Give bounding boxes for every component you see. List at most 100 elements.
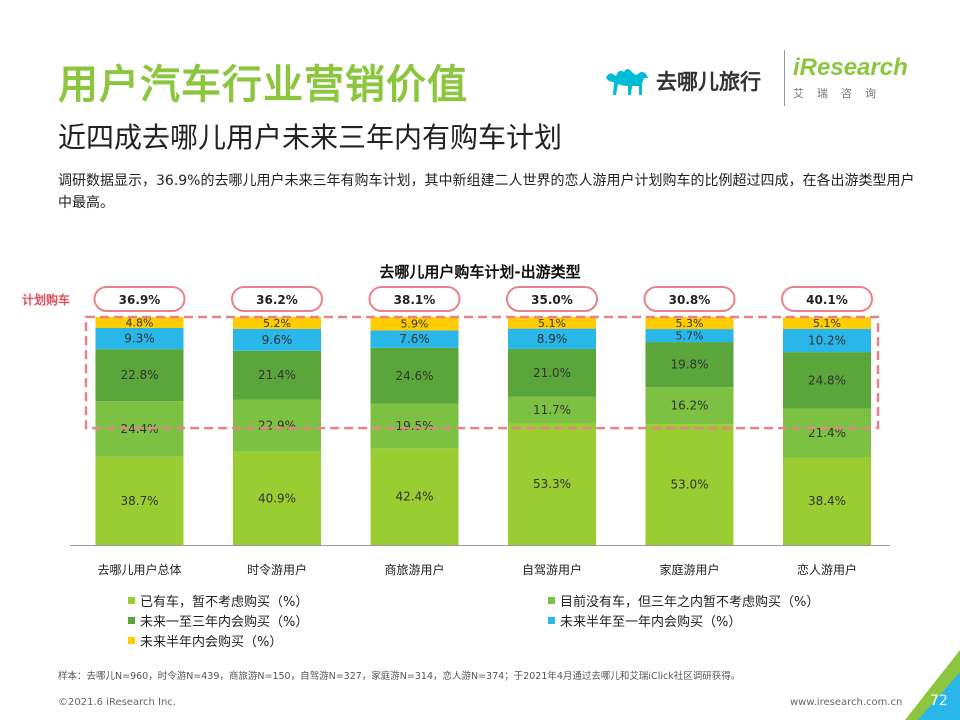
qunar-logo: 去哪儿旅行: [604, 56, 761, 106]
bar-segment: [783, 328, 871, 353]
data-label: 40.9%: [258, 491, 296, 505]
legend-label: 未来一至三年内会购买（%）: [140, 614, 309, 630]
legend-item: 未来半年至一年内会购买（%）: [548, 611, 858, 630]
legend-label: 已有车，暂不考虑购买（%）: [140, 594, 309, 610]
plan-value-label: 36.9%: [119, 293, 161, 307]
copyright-text: ©2021.6 iResearch Inc.: [58, 697, 176, 708]
bar-segment: [645, 387, 734, 425]
plan-value-label: 35.0%: [531, 293, 573, 307]
iresearch-logo-cn: 艾瑞咨询: [793, 87, 889, 100]
bar-segment: [95, 317, 184, 328]
bar-segment: [645, 424, 734, 545]
highlight-dashed-box: [84, 315, 880, 430]
legend-swatch: [128, 596, 135, 604]
category-label: 家庭游用户: [659, 562, 719, 577]
bar-segment: [783, 408, 871, 458]
bar-segment: [508, 423, 596, 545]
qunar-logo-text: 去哪儿旅行: [656, 70, 761, 94]
data-label: 22.8%: [120, 368, 158, 382]
bar-segment: [508, 348, 596, 397]
legend-label: 未来半年内会购买（%）: [140, 634, 283, 650]
data-label: 5.1%: [538, 317, 566, 330]
legend-swatch: [128, 616, 135, 624]
bar-segment: [233, 317, 321, 329]
data-label: 5.9%: [401, 318, 429, 331]
data-label: 19.8%: [670, 358, 708, 372]
data-label: 53.3%: [533, 477, 571, 491]
legend-label: 未来半年至一年内会购买（%）: [560, 614, 742, 630]
bar-segment: [645, 317, 734, 330]
plan-row-label: 计划购车: [22, 292, 70, 307]
website-text: www.iresearch.com.cn: [790, 697, 903, 708]
plan-value-label: 40.1%: [806, 293, 848, 307]
bar-segment: [95, 327, 184, 350]
plan-value-pill: [506, 286, 598, 312]
data-label: 5.2%: [263, 317, 291, 330]
plan-value-label: 30.8%: [669, 293, 711, 307]
data-label: 24.6%: [395, 369, 433, 383]
camel-icon: [606, 69, 648, 95]
data-label: 53.0%: [670, 478, 708, 492]
data-label: 5.7%: [676, 330, 704, 343]
data-label: 10.2%: [808, 333, 846, 347]
page-subtitle: 近四成去哪儿用户未来三年内有购车计划: [58, 121, 563, 154]
category-label: 去哪儿用户总体: [97, 562, 181, 577]
data-label: 21.4%: [258, 368, 296, 382]
data-label: 9.6%: [262, 333, 293, 347]
plan-value-pill: [93, 286, 186, 312]
data-label: 19.5%: [395, 419, 433, 433]
legend-swatch: [128, 636, 135, 644]
data-label: 8.9%: [537, 332, 568, 346]
bar-segment: [508, 396, 596, 424]
bar-segment: [783, 317, 871, 329]
data-label: 21.4%: [808, 426, 846, 440]
data-label: 42.4%: [395, 490, 433, 504]
bar-segment: [370, 347, 459, 404]
bar-segment: [508, 328, 596, 349]
data-label: 5.1%: [813, 317, 841, 330]
bar-segment: [783, 352, 871, 409]
legend-label: 目前没有车，但三年之内暂不考虑购买（%）: [560, 594, 820, 610]
bar-segment: [508, 317, 596, 329]
page-title: 用户汽车行业营销价值: [58, 62, 468, 108]
plan-value-label: 36.2%: [256, 293, 298, 307]
plan-value-pill: [368, 286, 461, 312]
bar-segment: [783, 457, 871, 545]
iresearch-logo-text: iResearch: [793, 54, 908, 81]
bar-segment: [645, 329, 734, 343]
iresearch-logo: iResearch 艾瑞咨询: [793, 54, 913, 110]
legend-item: 未来半年内会购买（%）: [128, 631, 548, 650]
chart-title: 去哪儿用户购车计划-出游类型: [379, 263, 580, 281]
legend-item: 已有车，暂不考虑购买（%）: [128, 591, 548, 610]
data-label: 16.2%: [670, 399, 708, 413]
bar-segment: [233, 399, 321, 452]
bar-segment: [233, 350, 321, 400]
description-text: 调研数据显示，36.9%的去哪儿用户未来三年有购车计划，其中新组建二人世界的恋人…: [58, 173, 915, 211]
bar-segment: [233, 328, 321, 351]
bar-segment: [645, 342, 734, 388]
bar-segment: [370, 317, 459, 331]
page-number: 72: [930, 693, 948, 709]
data-label: 5.3%: [676, 317, 704, 330]
legend-item: 目前没有车，但三年之内暂不考虑购买（%）: [548, 591, 858, 610]
legend-swatch: [548, 596, 555, 604]
bar-segment: [233, 451, 321, 545]
category-label: 商旅游用户: [384, 562, 444, 577]
bar-segment: [370, 403, 459, 449]
category-label: 自驾游用户: [522, 562, 582, 577]
plan-value-pill: [231, 286, 323, 312]
sample-footnote: 样本：去哪儿N=960，时令游N=439，商旅游N=150，自驾游N=327，家…: [58, 671, 741, 682]
bar-segment: [95, 456, 184, 545]
plan-value-pill: [643, 286, 736, 312]
bar-segment: [95, 349, 184, 402]
data-label: 11.7%: [533, 403, 571, 417]
data-label: 24.8%: [808, 373, 846, 387]
data-label: 38.4%: [808, 494, 846, 508]
category-label: 时令游用户: [247, 562, 307, 577]
bar-segment: [370, 448, 459, 545]
data-label: 7.6%: [399, 332, 430, 346]
legend-item: 未来一至三年内会购买（%）: [128, 611, 548, 630]
data-label: 9.3%: [124, 332, 155, 346]
chart-legend: 已有车，暂不考虑购买（%） 目前没有车，但三年之内暂不考虑购买（%） 未来一至三…: [128, 591, 858, 650]
